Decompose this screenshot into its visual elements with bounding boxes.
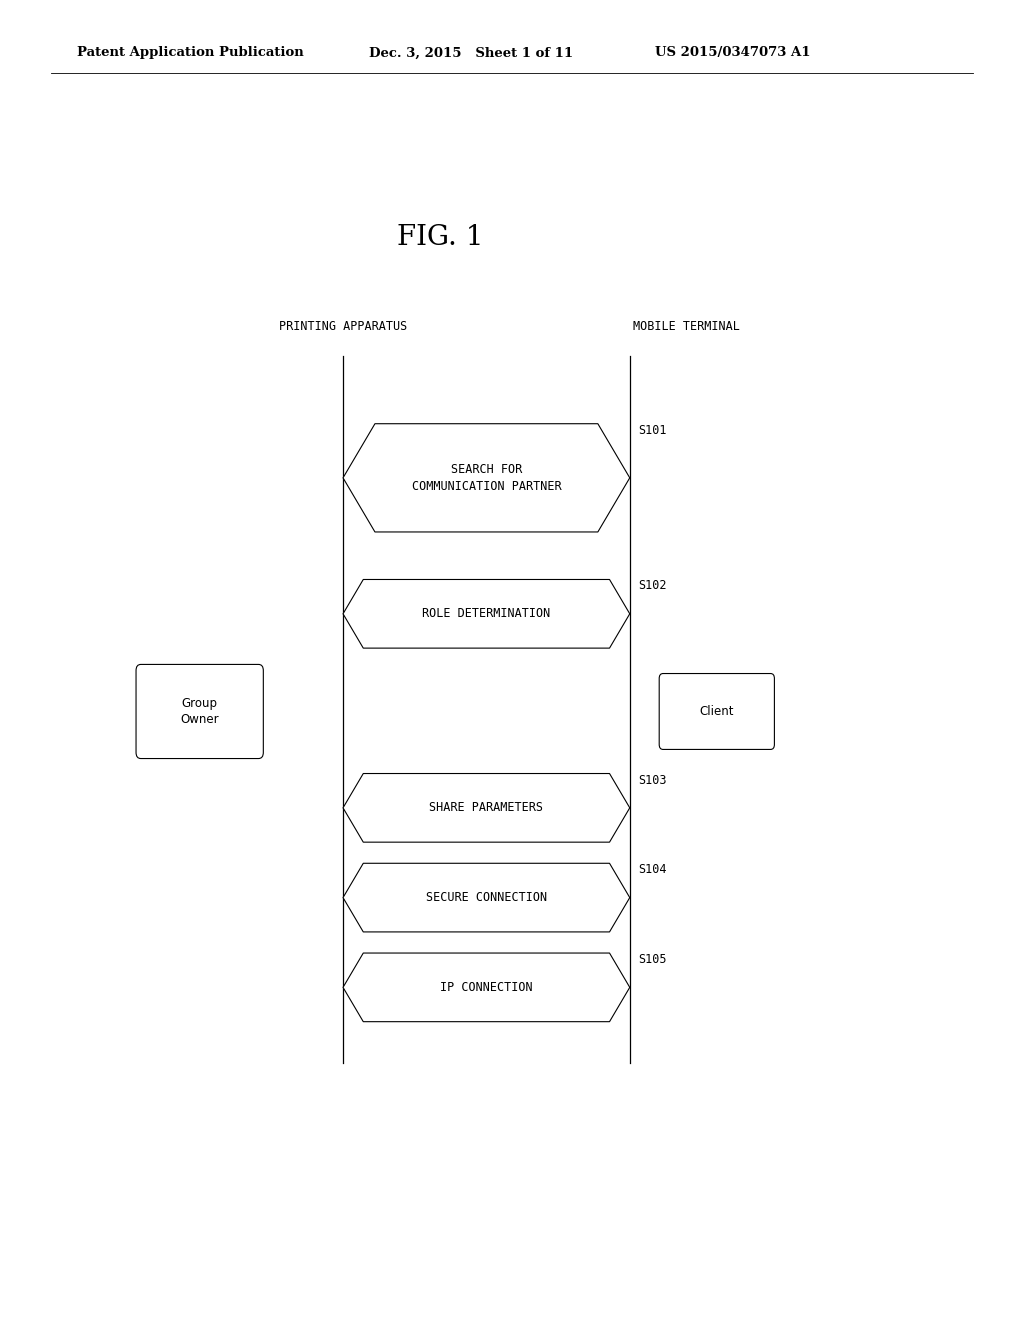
Text: Group
Owner: Group Owner [180, 697, 219, 726]
Text: IP CONNECTION: IP CONNECTION [440, 981, 532, 994]
Polygon shape [343, 579, 630, 648]
Text: FIG. 1: FIG. 1 [397, 224, 483, 251]
Text: US 2015/0347073 A1: US 2015/0347073 A1 [655, 46, 811, 59]
Text: SHARE PARAMETERS: SHARE PARAMETERS [429, 801, 544, 814]
Polygon shape [343, 424, 630, 532]
Text: Patent Application Publication: Patent Application Publication [77, 46, 303, 59]
Polygon shape [343, 863, 630, 932]
Text: S102: S102 [638, 579, 667, 593]
Text: Client: Client [699, 705, 734, 718]
Polygon shape [343, 953, 630, 1022]
FancyBboxPatch shape [136, 664, 263, 759]
Text: Dec. 3, 2015   Sheet 1 of 11: Dec. 3, 2015 Sheet 1 of 11 [369, 46, 572, 59]
Text: SECURE CONNECTION: SECURE CONNECTION [426, 891, 547, 904]
Text: S101: S101 [638, 424, 667, 437]
Text: S103: S103 [638, 774, 667, 787]
Text: ROLE DETERMINATION: ROLE DETERMINATION [422, 607, 551, 620]
Text: SEARCH FOR
COMMUNICATION PARTNER: SEARCH FOR COMMUNICATION PARTNER [412, 463, 561, 492]
Text: S104: S104 [638, 863, 667, 876]
FancyBboxPatch shape [659, 673, 774, 750]
Text: S105: S105 [638, 953, 667, 966]
Text: MOBILE TERMINAL: MOBILE TERMINAL [633, 319, 739, 333]
Polygon shape [343, 774, 630, 842]
Text: PRINTING APPARATUS: PRINTING APPARATUS [279, 319, 408, 333]
